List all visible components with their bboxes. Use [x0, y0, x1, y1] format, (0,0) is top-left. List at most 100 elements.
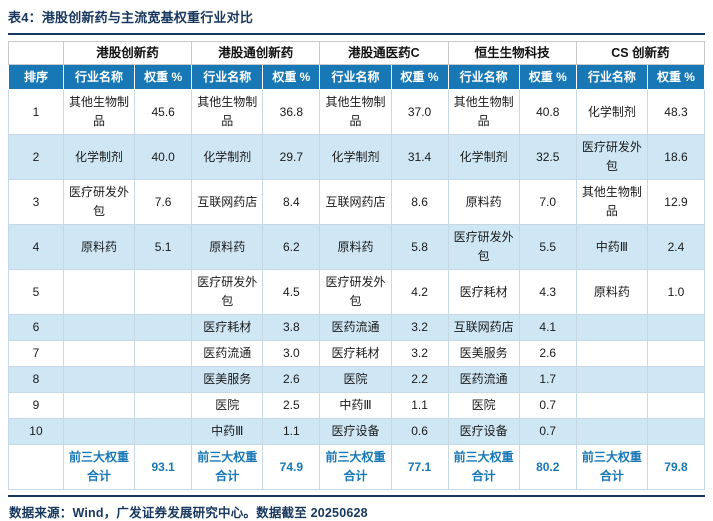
weight-cell: [134, 340, 193, 367]
industry-cell: 其他生物制品: [319, 89, 392, 135]
weight-cell: [134, 366, 193, 393]
industry-cell: 互联网药店: [319, 179, 392, 225]
weight-column-header-1: 权重 %: [134, 64, 193, 90]
industry-column-header-2: 行业名称: [191, 64, 264, 90]
weight-cell: 4.5: [262, 269, 321, 315]
table-body: 1 其他生物制品 45.6 其他生物制品 36.8 其他生物制品 37.0 其他生物制品 40.…: [8, 89, 706, 490]
group-header-4: 恒生生物科技: [447, 41, 577, 65]
industry-cell: 原料药: [447, 179, 520, 225]
industry-cell: 化学制剂: [447, 134, 520, 180]
summary-value-cell: 79.8: [646, 444, 706, 490]
industry-cell: 原料药: [319, 224, 392, 270]
table-row: 7 医药流通 3.0 医疗耗材 3.2 医美服务 2.6: [8, 340, 706, 367]
industry-column-header-4: 行业名称: [447, 64, 520, 90]
rank-cell: 2: [8, 134, 64, 180]
weight-cell: [646, 314, 706, 341]
industry-cell: 医药流通: [191, 340, 264, 367]
industry-cell: [575, 366, 648, 393]
table-row: 4 原料药 5.1 原料药 6.2 原料药 5.8 医疗研发外包 5.5 中药Ⅲ 2.4: [8, 224, 706, 270]
industry-cell: 医院: [319, 366, 392, 393]
rank-cell: 9: [8, 392, 64, 419]
industry-cell: 医疗研发外包: [62, 179, 136, 225]
weight-cell: 1.1: [262, 418, 321, 445]
industry-cell: 原料药: [62, 224, 136, 270]
weight-column-header-4: 权重 %: [518, 64, 577, 90]
table-title: 表4：港股创新药与主流宽基权重行业对比: [8, 10, 254, 25]
group-header-3: 港股通医药C: [319, 41, 449, 65]
industry-cell: 化学制剂: [62, 134, 136, 180]
weight-cell: [646, 366, 706, 393]
industry-cell: 医疗耗材: [319, 340, 392, 367]
industry-cell: [575, 314, 648, 341]
weight-cell: [646, 418, 706, 445]
weight-cell: 29.7: [262, 134, 321, 180]
corner-cell: [8, 41, 64, 65]
industry-cell: 医药流通: [447, 366, 520, 393]
industry-cell: [62, 314, 136, 341]
industry-cell: 医院: [191, 392, 264, 419]
weight-cell: 3.2: [390, 314, 449, 341]
table-row: 5 医疗研发外包 4.5 医疗研发外包 4.2 医疗耗材 4.3 原料药 1.0: [8, 269, 706, 315]
weight-cell: 0.6: [390, 418, 449, 445]
weight-cell: 4.3: [518, 269, 577, 315]
weight-column-header-3: 权重 %: [390, 64, 449, 90]
weight-cell: [646, 340, 706, 367]
weight-cell: 1.1: [390, 392, 449, 419]
weight-cell: 2.4: [646, 224, 706, 270]
industry-cell: 医疗设备: [319, 418, 392, 445]
weight-cell: 1.7: [518, 366, 577, 393]
table-row: 3 医疗研发外包 7.6 互联网药店 8.4 互联网药店 8.6 原料药 7.0 其他生物制品 12…: [8, 179, 706, 225]
weight-cell: [646, 392, 706, 419]
summary-value-cell: 77.1: [390, 444, 449, 490]
industry-cell: 原料药: [575, 269, 648, 315]
weight-cell: 45.6: [134, 89, 193, 135]
data-source-note: 数据来源：Wind，广发证券发展研究中心。数据截至 20250628: [9, 506, 368, 520]
summary-value-cell: 93.1: [134, 444, 193, 490]
weight-cell: 2.6: [262, 366, 321, 393]
table-row: 1 其他生物制品 45.6 其他生物制品 36.8 其他生物制品 37.0 其他生物制品 40.…: [8, 89, 706, 135]
summary-row: 前三大权重合计 93.1 前三大权重合计 74.9 前三大权重合计 77.1 前三大权重合计…: [8, 444, 706, 490]
industry-cell: 医美服务: [447, 340, 520, 367]
weight-cell: 40.8: [518, 89, 577, 135]
industry-cell: 其他生物制品: [62, 89, 136, 135]
industry-cell: 原料药: [191, 224, 264, 270]
weight-cell: 5.5: [518, 224, 577, 270]
industry-column-header-1: 行业名称: [62, 64, 136, 90]
industry-cell: 医疗耗材: [447, 269, 520, 315]
industry-cell: [62, 418, 136, 445]
weight-cell: 3.8: [262, 314, 321, 341]
weight-cell: 2.6: [518, 340, 577, 367]
industry-cell: 医药流通: [319, 314, 392, 341]
industry-cell: 医疗耗材: [191, 314, 264, 341]
weight-cell: 31.4: [390, 134, 449, 180]
industry-cell: [62, 392, 136, 419]
footer-divider: [8, 495, 705, 497]
group-header-2: 港股通创新药: [191, 41, 321, 65]
industry-cell: 医疗设备: [447, 418, 520, 445]
industry-cell: 医疗研发外包: [575, 134, 648, 180]
table-row: 8 医美服务 2.6 医院 2.2 医药流通 1.7: [8, 366, 706, 393]
industry-cell: 中药Ⅲ: [191, 418, 264, 445]
industry-cell: 医疗研发外包: [191, 269, 264, 315]
weight-column-header-2: 权重 %: [262, 64, 321, 90]
industry-cell: 互联网药店: [191, 179, 264, 225]
industry-cell: 医疗研发外包: [447, 224, 520, 270]
weight-cell: 4.2: [390, 269, 449, 315]
summary-label-cell: 前三大权重合计: [447, 444, 520, 490]
rank-cell: 8: [8, 366, 64, 393]
weight-cell: 6.2: [262, 224, 321, 270]
industry-cell: 中药Ⅲ: [575, 224, 648, 270]
weight-cell: 3.0: [262, 340, 321, 367]
rank-cell: 5: [8, 269, 64, 315]
summary-value-cell: 74.9: [262, 444, 321, 490]
summary-label-cell: 前三大权重合计: [319, 444, 392, 490]
weight-cell: [134, 314, 193, 341]
weight-cell: 12.9: [646, 179, 706, 225]
summary-label-cell: 前三大权重合计: [62, 444, 136, 490]
weight-column-header-5: 权重 %: [646, 64, 706, 90]
industry-cell: 化学制剂: [191, 134, 264, 180]
comparison-table: 港股创新药 港股通创新药 港股通医药C 恒生生物科技 CS 创新药 排序 行业名称 权重 % 行…: [8, 41, 706, 490]
weight-cell: [134, 392, 193, 419]
industry-cell: [575, 418, 648, 445]
